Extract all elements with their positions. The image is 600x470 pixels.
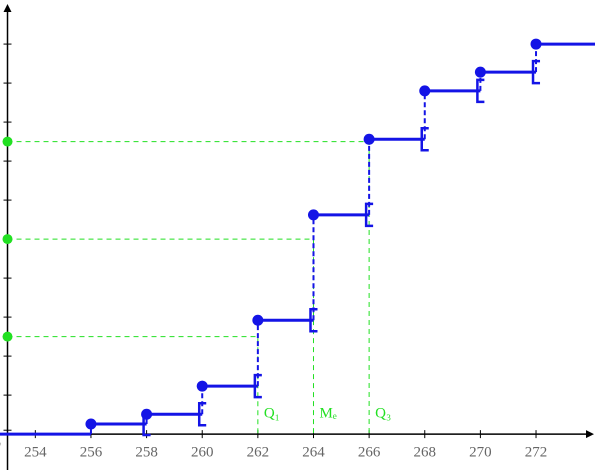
step-point [196,380,208,392]
step-point [474,66,486,78]
x-tick-label: 272 [525,445,548,461]
step-point [252,314,264,326]
quartile-dot [2,136,13,147]
x-tick-label: 258 [135,445,158,461]
x-tick-label: 270 [469,445,492,461]
quartile-label: Mₑ [319,406,336,422]
step-point [307,209,319,221]
quartile-label: Q₁ [264,406,280,422]
quartile-label: Q₃ [375,406,391,422]
x-tick-label: 268 [414,445,437,461]
x-tick-label: 260 [191,445,214,461]
step-point [363,133,375,145]
x-tick-label: 264 [302,445,325,461]
step-point [141,408,153,420]
quartile-dot [2,331,13,342]
quartile-guide [7,238,314,435]
x-tick-label: 254 [24,445,47,461]
step-point [85,418,97,430]
origin-label: O [0,437,1,453]
x-tick-label: 266 [358,445,381,461]
quartile-guide [7,336,259,435]
step-point [530,38,542,50]
x-tick-label: 262 [247,445,270,461]
quartile-dot [2,234,13,245]
step-point [419,85,431,97]
x-tick-label: 256 [80,445,103,461]
quartile-guide [7,141,370,435]
